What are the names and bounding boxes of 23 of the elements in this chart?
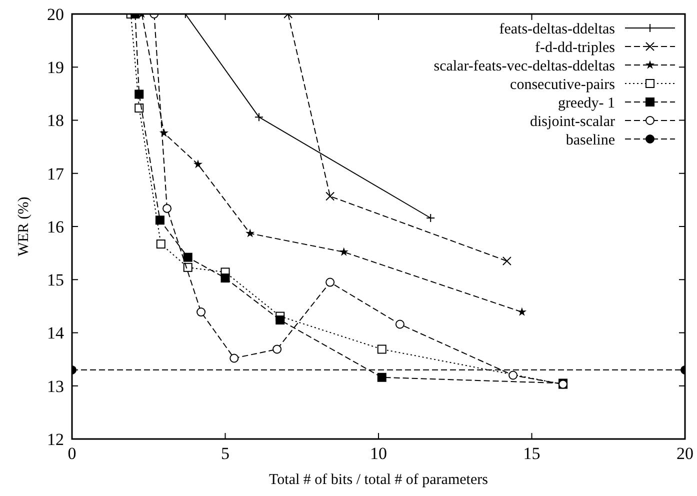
legend-label: feats-deltas-ddeltas [499,21,616,38]
y-tick-label: 16 [47,217,64,236]
y-tick-label: 13 [47,376,64,396]
x-tick-label: 20 [676,444,694,463]
legend-label: baseline [566,132,616,148]
legend-label: scalar-feats-vec-deltas-ddeltas [434,58,616,74]
legend-label: greedy- 1 [558,95,615,112]
y-tick-label: 17 [47,164,64,184]
legend-label: consecutive-pairs [510,76,616,93]
x-axis-title: Total # of bits / total # of parameters [269,472,488,488]
legend-label: f-d-dd-triples [535,40,616,56]
x-tick-label: 15 [523,444,540,463]
y-axis-title: WER (%) [16,196,32,256]
legend-label: disjoint-scalar [530,114,615,130]
x-tick-label: 10 [370,444,387,463]
x-tick-label: 5 [221,444,230,463]
y-tick-label: 12 [47,430,64,449]
y-tick-label: 14 [47,324,64,343]
y-tick-label: 18 [47,111,64,130]
y-tick-label: 15 [47,270,64,290]
x-tick-label: 0 [68,444,76,463]
y-tick-label: 20 [47,4,64,24]
y-tick-label: 19 [47,58,64,78]
